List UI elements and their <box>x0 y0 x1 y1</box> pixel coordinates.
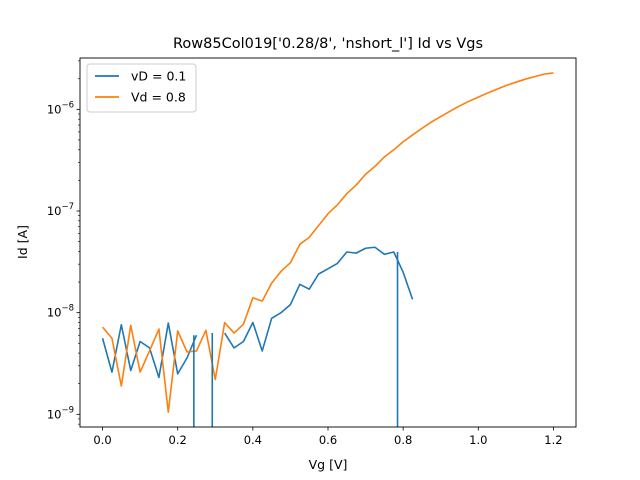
series-line-0 <box>101 246 414 379</box>
y-tick-label: 10−6 <box>47 100 74 116</box>
legend-label-vd-01: vD = 0.1 <box>131 69 186 84</box>
x-tick-label: 1.0 <box>469 433 487 447</box>
legend-label-vd-08: Vd = 0.8 <box>131 90 186 105</box>
x-tick-label: 0.0 <box>93 433 111 447</box>
chart-title: Row85Col019['0.28/8', 'nshort_l'] Id vs … <box>173 36 483 52</box>
y-tick-label: 10−9 <box>47 405 74 421</box>
x-tick-label: 0.4 <box>244 433 262 447</box>
x-tick-label: 0.2 <box>169 433 187 447</box>
legend: vD = 0.1 Vd = 0.8 <box>86 63 197 113</box>
series-line-1 <box>101 72 554 413</box>
plot-area: 10−9 10−8 10−7 10−6 0.0 0.2 0.4 0.6 0.8 1.0 1.2 <box>47 57 577 447</box>
y-tick-label: 10−7 <box>47 202 74 218</box>
x-tick-label: 1.2 <box>544 433 562 447</box>
x-tick-label: 0.6 <box>319 433 337 447</box>
y-tick-label: 10−8 <box>47 304 74 320</box>
y-axis-label: Id [A] <box>15 225 30 259</box>
series-group <box>101 72 554 427</box>
x-tick-label: 0.8 <box>394 433 412 447</box>
axes-frame <box>79 57 577 428</box>
x-axis-label: Vg [V] <box>309 457 348 472</box>
